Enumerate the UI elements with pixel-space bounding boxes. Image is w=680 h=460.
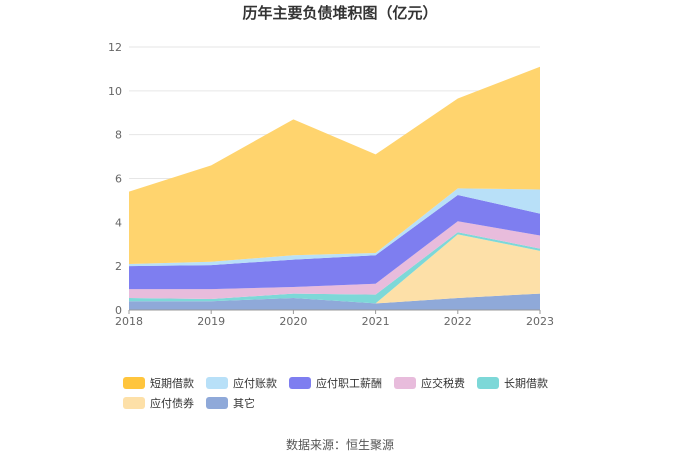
- legend-swatch: [123, 377, 145, 389]
- legend-label: 其它: [233, 397, 255, 410]
- chart-legend: 短期借款 应付账款 应付职工薪酬 应交税费 长期借款应付债券 其它: [123, 376, 583, 410]
- area-series-应交税费: [129, 221, 540, 300]
- legend-swatch: [206, 377, 228, 389]
- legend-item[interactable]: 短期借款: [123, 376, 194, 390]
- area-series-应付职工薪酬: [129, 194, 540, 290]
- legend-item[interactable]: 长期借款: [477, 376, 548, 390]
- y-tick-label: 2: [115, 260, 122, 273]
- y-tick-label: 6: [115, 173, 122, 186]
- legend-label: 短期借款: [150, 377, 194, 390]
- chart-title: 历年主要负债堆积图（亿元）: [242, 4, 438, 22]
- legend-swatch: [123, 397, 145, 409]
- legend-item[interactable]: 其它: [206, 396, 255, 410]
- legend-item[interactable]: 应交税费: [394, 376, 465, 390]
- legend-label: 应交税费: [421, 377, 465, 390]
- y-tick-label: 4: [115, 216, 122, 229]
- y-tick-label: 8: [115, 129, 122, 142]
- legend-label: 应付职工薪酬: [316, 377, 382, 390]
- area-series-短期借款: [129, 66, 540, 264]
- legend-label: 应付债券: [150, 397, 194, 410]
- legend-swatch: [477, 377, 499, 389]
- legend-swatch: [206, 397, 228, 409]
- legend-item[interactable]: 应付账款: [206, 376, 277, 390]
- source-note: 数据来源：恒生聚源: [285, 438, 394, 452]
- x-tick-label: 2021: [362, 315, 390, 328]
- legend-swatch: [394, 377, 416, 389]
- x-tick-label: 2019: [197, 315, 225, 328]
- area-series-应付债券: [129, 234, 540, 304]
- area-series-其它: [129, 293, 540, 310]
- y-tick-label: 0: [115, 304, 122, 317]
- legend-label: 长期借款: [504, 377, 548, 390]
- legend-label: 应付账款: [233, 377, 277, 390]
- x-tick-label: 2020: [279, 315, 307, 328]
- legend-item[interactable]: 应付职工薪酬: [289, 376, 382, 390]
- legend-swatch: [289, 377, 311, 389]
- area-series-长期借款: [129, 232, 540, 304]
- legend-item[interactable]: 应付债券: [123, 396, 194, 410]
- x-tick-label: 2022: [444, 315, 472, 328]
- area-series-应付账款: [129, 188, 540, 267]
- x-tick-label: 2023: [526, 315, 554, 328]
- y-tick-label: 12: [108, 41, 122, 54]
- y-tick-label: 10: [108, 85, 122, 98]
- x-tick-label: 2018: [115, 315, 143, 328]
